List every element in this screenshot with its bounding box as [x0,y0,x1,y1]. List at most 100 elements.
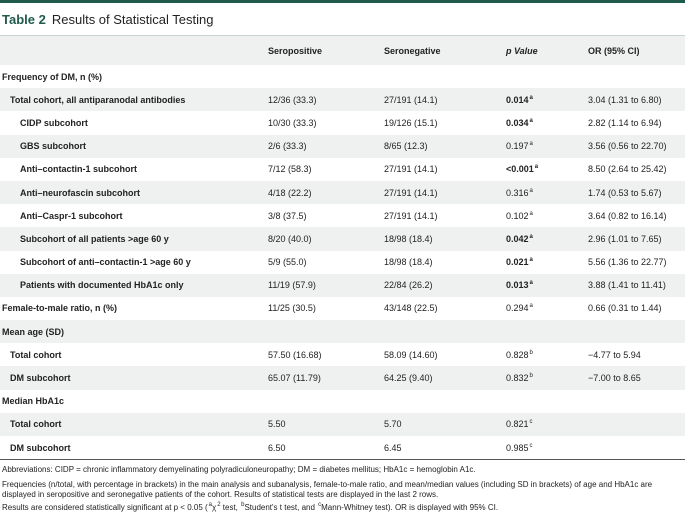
p-value-footnote-mark: a [529,303,533,310]
seronegative-cell [384,65,506,88]
odds-ratio-cell: −7.00 to 8.65 [588,366,685,390]
table-row: DM subcohort 65.07 (11.79) 64.25 (9.40) 0.8… [0,366,685,390]
p-value-footnote-mark: a [529,257,533,264]
odds-ratio-cell [588,412,685,436]
p-value-cell [506,320,588,344]
table-row: Subcohort of anti–contactin-1 >age 60 y 5… [0,251,685,274]
p-value-footnote-mark: a [529,280,533,287]
seropositive-cell: 65.07 (11.79) [268,366,384,390]
p-value: 0.828 [506,349,529,360]
row-label: Subcohort of anti–contactin-1 >age 60 y [20,257,191,268]
odds-ratio-cell: 2.82 (1.14 to 6.94) [588,117,662,128]
table-body: Frequency of DM, n (%) Total cohort, all … [0,65,685,461]
header-p-italic: p Value [506,45,538,56]
header-cell-label [0,36,268,65]
p-value-cell: 0.197a [506,134,588,158]
header-row: Seropositive Seronegative p Value OR (95… [0,36,685,65]
p-value-cell: 0.316a [506,180,588,205]
table-row: Patients with documented HbA1c only 11/19… [0,273,685,297]
table-number: Table 2 [2,11,46,27]
p-value-footnote-mark: b [529,349,533,356]
footnote-abbreviations: Abbreviations: CIDP = chronic inflammato… [2,465,476,475]
header-cell-seronegative: Seronegative [384,36,506,65]
table-title: Table 2 Results of Statistical Testing [0,3,685,36]
header-cell-or: OR (95% CI) [588,36,685,65]
table-row: Subcohort of all patients >age 60 y 8/20 … [0,227,685,251]
footnote-description: Frequencies (n/total, with percentage in… [2,479,653,500]
odds-ratio-cell: 3.04 (1.31 to 6.80) [588,88,685,112]
row-label: Anti–contactin-1 subcohort [20,164,138,175]
seronegative-cell: 18/98 (18.4) [384,227,506,251]
seropositive-cell [268,390,384,413]
odds-ratio-cell: 3.88 (1.41 to 11.41) [588,273,685,297]
table-row: GBS subcohort 2/6 (33.3) 8/65 (12.3) 0.197a… [0,134,685,158]
row-label: CIDP subcohort [20,117,88,128]
fn-sig-start: Results are considered statistically sig… [2,502,208,512]
seropositive-cell [268,65,384,88]
p-value-cell: 0.034a [506,111,588,134]
row-label: DM subcohort [0,366,268,390]
p-value: 0.013 [506,280,529,291]
seropositive-cell: 11/25 (30.5) [268,303,316,314]
seronegative-cell: 8/65 (12.3) [384,134,506,158]
footnote-significance: Results are considered statistically sig… [2,502,683,514]
p-value-footnote-mark: a [529,187,533,194]
seronegative-cell: 5.70 [384,412,506,436]
seronegative-cell: 43/148 (22.5) [384,303,438,314]
odds-ratio-cell: 3.64 (0.82 to 16.14) [588,210,667,221]
seropositive-cell [268,320,384,344]
table-row: Female-to-male ratio, n (%) 11/25 (30.5) 4… [0,297,685,320]
seronegative-cell: 27/191 (14.1) [384,210,438,221]
seronegative-cell: 18/98 (18.4) [384,257,433,268]
seronegative-cell [384,390,506,413]
p-value: 0.316 [506,187,529,198]
p-value-footnote-mark: a [529,94,533,101]
seronegative-cell: 22/84 (26.2) [384,273,506,297]
row-label: Patients with documented HbA1c only [0,273,268,297]
p-value-cell: 0.832b [506,366,588,390]
seropositive-cell: 3/8 (37.5) [268,210,307,221]
p-value-cell: 0.821c [506,412,588,436]
statistics-table: Seropositive Seronegative p Value OR (95… [0,36,685,461]
p-value: 0.821 [506,419,529,430]
p-value-footnote-mark: a [534,164,539,171]
seropositive-cell: 57.50 (16.68) [268,349,322,360]
odds-ratio-cell [588,65,685,88]
p-value-cell: 0.102a [506,204,588,227]
seropositive-cell: 11/19 (57.9) [268,273,384,297]
p-value-footnote-mark: a [529,117,533,124]
p-value: 0.014 [506,94,529,105]
row-label: Total cohort [0,412,268,436]
p-value-cell: 0.021a [506,251,588,274]
p-value-cell: <0.001a [506,158,588,181]
seronegative-cell: 58.09 (14.60) [384,349,438,360]
seropositive-cell: 8/20 (40.0) [268,227,384,251]
fn-student: Student's t test, and [244,502,318,512]
p-value-footnote-mark: a [529,141,533,148]
table-row: Total cohort 57.50 (16.68) 58.09 (14.60) 0.… [0,343,685,366]
fn-chi: χ [212,502,217,512]
seronegative-cell: 19/126 (15.1) [384,117,438,128]
seropositive-cell: 2/6 (33.3) [268,134,384,158]
table-row: DM subcohort 6.50 6.45 0.985c [0,436,685,461]
table-row: Anti–neurofascin subcohort 4/18 (22.2) 27/… [0,180,685,205]
odds-ratio-cell: 5.56 (1.36 to 22.77) [588,257,667,268]
p-value-footnote-mark: a [529,210,533,217]
fn-sup-b: b [241,502,245,509]
p-value-footnote-mark: b [529,373,533,380]
odds-ratio-cell: 8.50 (2.64 to 25.42) [588,164,667,175]
seropositive-cell: 5.50 [268,412,384,436]
p-value: 0.042 [506,233,529,244]
table-row: Median HbA1c [0,390,685,413]
row-label: Female-to-male ratio, n (%) [2,303,118,314]
seropositive-cell: 6.50 [268,436,384,461]
p-value-cell: 0.294a [506,297,588,320]
seropositive-cell: 7/12 (58.3) [268,164,312,175]
table-row: Total cohort, all antiparanodal antibodi… [0,88,685,112]
table-footnotes: Abbreviations: CIDP = chronic inflammato… [0,460,685,513]
seropositive-cell: 4/18 (22.2) [268,180,384,205]
seropositive-cell: 5/9 (55.0) [268,257,307,268]
p-value-cell: 0.985c [506,436,588,461]
p-value-footnote-mark: c [529,419,533,426]
table-row: Mean age (SD) [0,320,685,344]
